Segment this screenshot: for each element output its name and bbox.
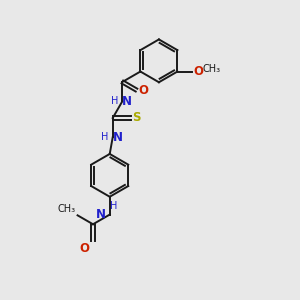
Text: O: O xyxy=(80,242,89,255)
Text: N: N xyxy=(96,208,106,221)
Text: N: N xyxy=(122,95,132,108)
Text: S: S xyxy=(132,112,140,124)
Text: N: N xyxy=(113,131,123,144)
Text: H: H xyxy=(110,201,117,211)
Text: H: H xyxy=(110,96,118,106)
Text: CH₃: CH₃ xyxy=(58,204,76,214)
Text: O: O xyxy=(138,84,148,97)
Text: CH₃: CH₃ xyxy=(203,64,221,74)
Text: O: O xyxy=(193,65,203,78)
Text: H: H xyxy=(101,132,108,142)
